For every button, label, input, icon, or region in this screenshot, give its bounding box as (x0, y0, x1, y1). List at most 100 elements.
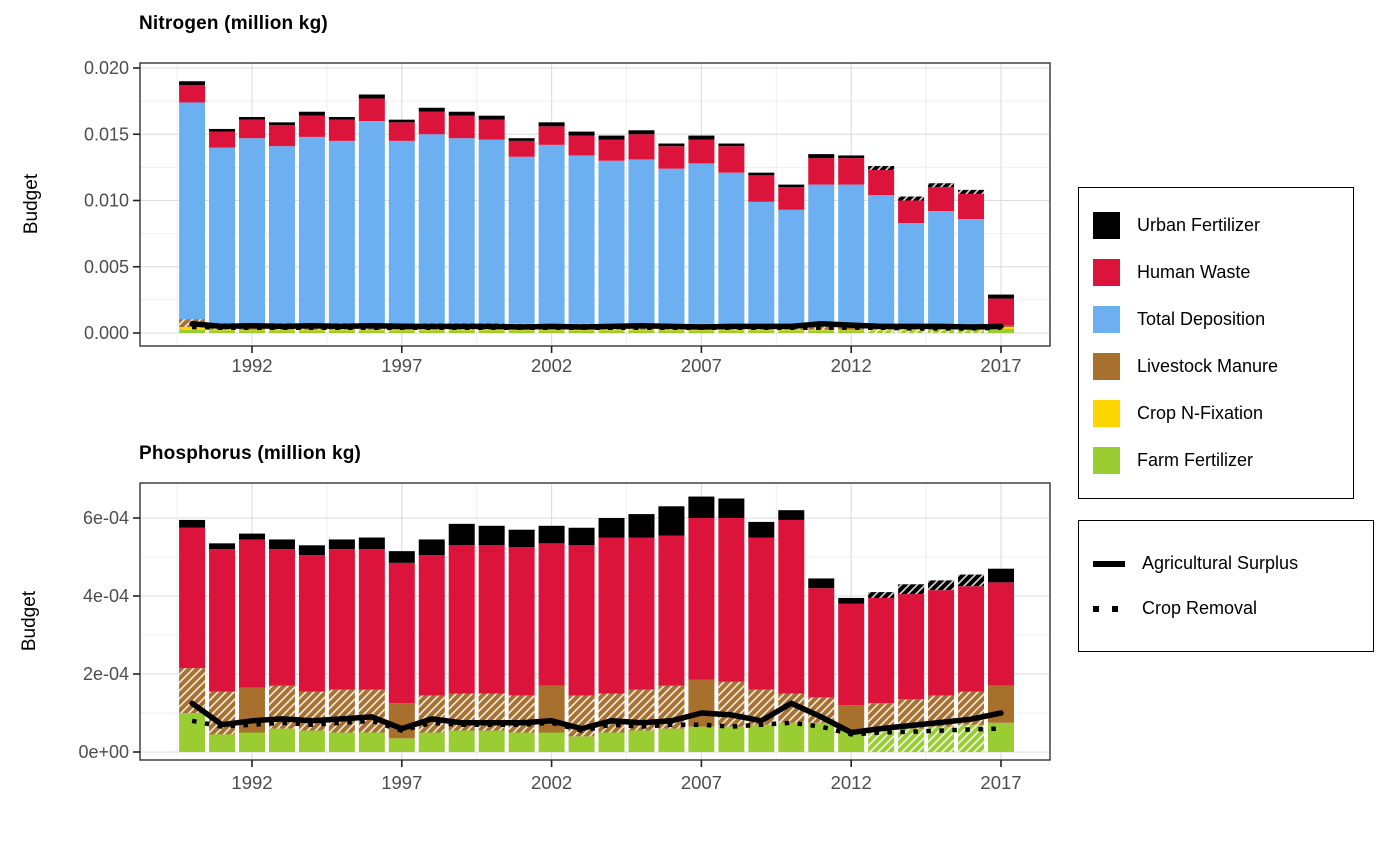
nitrogen-budget-chart: 0.000 0.005 0.010 0.015 0.020 1992 1997 2002 200… (84, 58, 1051, 376)
y-axis: 0e+00 2e-04 4e-04 6e-04 (78, 508, 140, 762)
bar-segment-total_deposition (448, 138, 475, 324)
x-tick-label: 2002 (531, 772, 572, 793)
bar-segment-farm_fertilizer (298, 330, 325, 333)
bar-segment-human_waste (688, 518, 715, 680)
bar-segment-farm_fertilizer (538, 330, 565, 333)
bar-segment-urban_fertilizer (628, 130, 655, 135)
bar-segment-urban_fertilizer (808, 578, 835, 589)
bar-segment-total_deposition (928, 211, 955, 325)
bar-segment-urban_fertilizer (718, 498, 745, 518)
bar-segment-urban_fertilizer (358, 537, 385, 550)
bar-segment-human_waste (478, 545, 505, 694)
bar-segment-urban_fertilizer (658, 506, 685, 536)
bar-segment-farm_fertilizer (568, 330, 595, 333)
bar-segment-farm_fertilizer (448, 730, 475, 752)
bar-segment-crop_n_fixation (598, 329, 625, 331)
bar-segment-human_waste (898, 200, 925, 224)
bar-segment-urban_fertilizer (538, 525, 565, 544)
fill-legend: Urban Fertilizer Human Waste Total Depos… (1078, 187, 1354, 499)
bar-segment-farm_fertilizer (209, 330, 236, 333)
bar-segment-human_waste (988, 298, 1014, 326)
bar-segment-urban_fertilizer (388, 119, 415, 123)
bar-segment-crop_n_fixation (748, 329, 775, 331)
bar-segment-farm_fertilizer (778, 722, 805, 752)
x-tick-label: 1992 (231, 772, 272, 793)
bar-segment-livestock_manure (688, 679, 715, 727)
bar-segment-urban_fertilizer (838, 597, 865, 604)
bar-segment-human_waste (808, 588, 835, 698)
legend-item-urban-fertilizer: Urban Fertilizer (1093, 202, 1339, 249)
bar-segment-farm_fertilizer (508, 732, 535, 752)
bar-segment-crop_n_fixation (209, 329, 236, 331)
bar-segment-total_deposition (898, 223, 925, 325)
bar-segment-urban_fertilizer (418, 107, 445, 112)
bar-segment-human_waste (628, 537, 655, 690)
bar-segment-human_waste (958, 193, 985, 220)
x-tick-label: 2012 (831, 772, 872, 793)
bar-segment-farm_fertilizer (598, 330, 625, 333)
bar-segment-human_waste (179, 527, 206, 669)
bar-segment-farm_fertilizer (838, 330, 865, 333)
bar-segment-farm_fertilizer (778, 330, 805, 333)
bar-segment-farm_fertilizer (298, 730, 325, 752)
bar-segment-urban_fertilizer (688, 496, 715, 518)
bar-segment-human_waste (958, 586, 985, 692)
y-tick-label: 4e-04 (83, 586, 129, 606)
bar-segment-farm_fertilizer (628, 330, 655, 333)
y-tick-label: 0.010 (84, 191, 129, 211)
y-axis: 0.000 0.005 0.010 0.015 0.020 (84, 58, 140, 343)
bar-segment-human_waste (598, 537, 625, 694)
bar-segment-farm_fertilizer (358, 330, 385, 333)
urban-fertilizer-swatch (1093, 212, 1120, 239)
bar-segment-urban_fertilizer (478, 115, 505, 120)
legend-label: Livestock Manure (1137, 356, 1279, 376)
bar-segment-crop_n_fixation (448, 329, 475, 331)
bar-segment-total_deposition (179, 102, 206, 320)
bar-segment-total_deposition (658, 168, 685, 324)
bar-segment-total_deposition (239, 138, 265, 324)
legend-label: Crop N-Fixation (1137, 403, 1264, 423)
bar-segment-human_waste (568, 545, 595, 696)
bar-segment-urban_fertilizer (988, 294, 1014, 299)
bar-segment-urban_fertilizer (179, 81, 206, 86)
bar-segment-human_waste (838, 158, 865, 185)
bar-segment-total_deposition (388, 140, 415, 324)
y-tick-label: 0.020 (84, 58, 129, 78)
bar-segment-farm_fertilizer (239, 732, 265, 752)
x-tick-label: 1997 (381, 772, 422, 793)
bar-segment-human_waste (748, 537, 775, 690)
bar-segment-crop_n_fixation (418, 329, 445, 331)
bar-segment-total_deposition (718, 172, 745, 324)
bar-segment-total_deposition (358, 121, 385, 324)
bar-segment-urban_fertilizer (778, 510, 805, 520)
bar-segment-urban_fertilizer (748, 521, 775, 538)
bar-segment-farm_fertilizer (658, 330, 685, 333)
bar-segment-farm_fertilizer (478, 730, 505, 752)
legend-label: Crop Removal (1142, 598, 1258, 618)
bar-segment-human_waste (239, 119, 265, 139)
y-tick-label: 0.015 (84, 124, 129, 144)
bar-segment-human_waste (478, 119, 505, 140)
bar-segment-human_waste (179, 85, 206, 103)
bar-segment-farm_fertilizer (538, 732, 565, 752)
bar-segment-total_deposition (328, 140, 355, 324)
bar-segment-crop_n_fixation (268, 329, 295, 331)
bar-segment-farm_fertilizer (688, 330, 715, 333)
bar-segment-urban_fertilizer (568, 131, 595, 136)
bar-segment-urban_fertilizer (448, 111, 475, 116)
bar-segment-human_waste (898, 594, 925, 700)
bar-segment-human_waste (538, 126, 565, 145)
bar-segment-human_waste (298, 555, 325, 692)
bar-segment-human_waste (268, 549, 295, 686)
bar-segment-urban_fertilizer (478, 525, 505, 546)
bar-segment-human_waste (328, 549, 355, 690)
legend-label: Urban Fertilizer (1137, 215, 1261, 235)
legend-item-total-deposition: Total Deposition (1093, 296, 1339, 343)
legend-item-livestock-manure: Livestock Manure (1093, 343, 1339, 390)
x-tick-label: 2017 (980, 772, 1021, 793)
bar-segment-human_waste (508, 140, 535, 157)
bar-segment-farm_fertilizer (328, 732, 355, 752)
bar-segment-urban_fertilizer (328, 117, 355, 120)
x-tick-label: 2007 (681, 772, 722, 793)
bar-segment-human_waste (298, 115, 325, 137)
